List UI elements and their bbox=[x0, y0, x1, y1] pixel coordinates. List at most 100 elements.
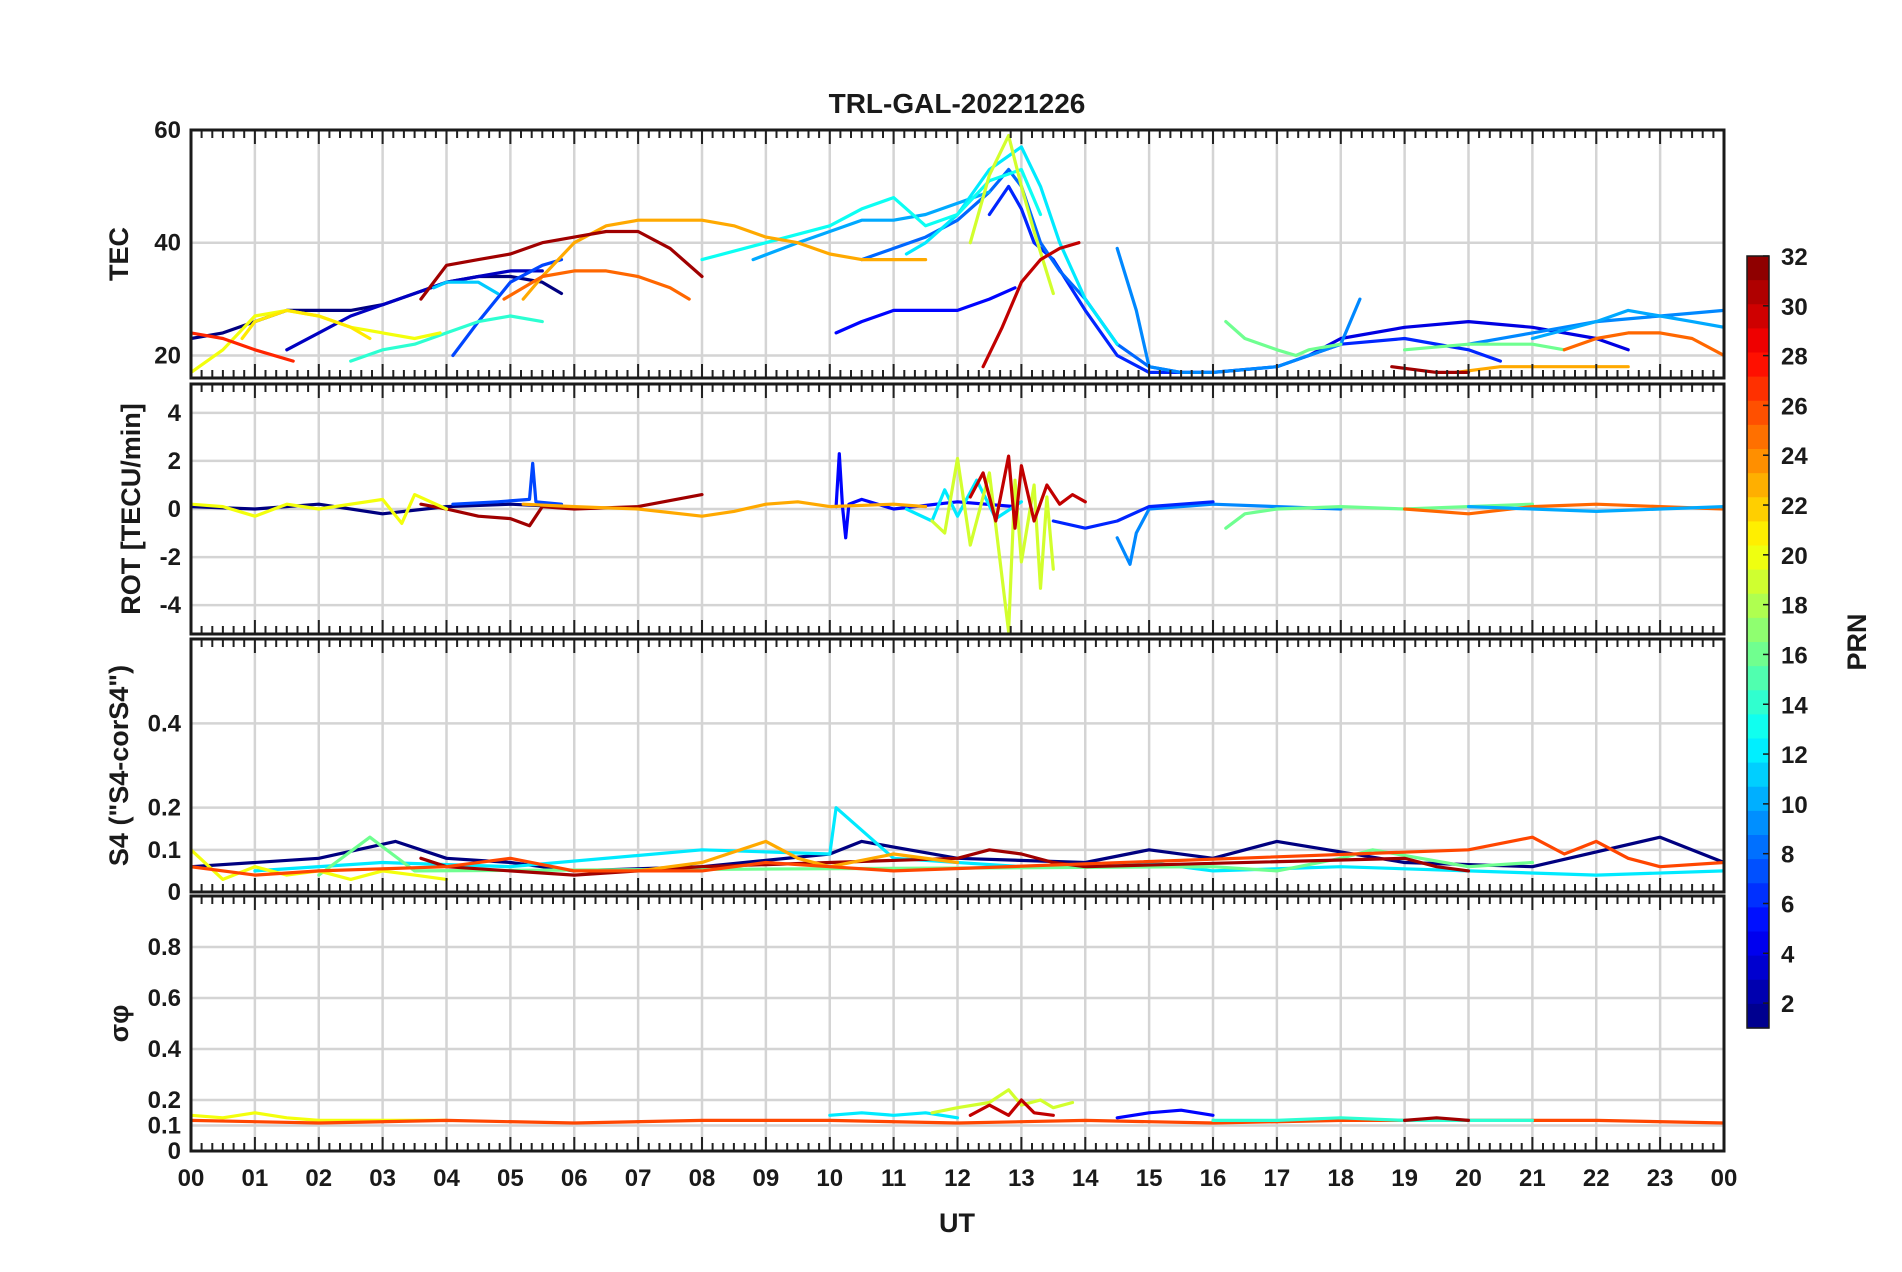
x-tick-label: 01 bbox=[242, 1165, 269, 1192]
panel-frame bbox=[189, 128, 1726, 380]
y-tick-label: 0.8 bbox=[148, 934, 181, 961]
x-tick-label: 22 bbox=[1583, 1165, 1610, 1192]
colorbar-step bbox=[1747, 304, 1769, 329]
x-tick-label: 04 bbox=[433, 1165, 460, 1192]
panel-tec: 20 40 60 TEC bbox=[104, 117, 1726, 380]
series-line-prn-31 bbox=[419, 848, 1471, 877]
x-tick-label: 10 bbox=[816, 1165, 843, 1192]
series-line-prn-25 bbox=[1562, 331, 1724, 358]
colorbar-step bbox=[1747, 497, 1769, 522]
series-line-prn-31 bbox=[419, 229, 704, 301]
colorbar-tick-label: 24 bbox=[1781, 443, 1808, 470]
colorbar-tick-label: 10 bbox=[1781, 792, 1808, 819]
series-line-prn-25 bbox=[502, 269, 691, 301]
colorbar-label: PRN bbox=[1842, 613, 1872, 670]
panel-frame bbox=[189, 894, 1726, 1153]
x-tick-label: 19 bbox=[1391, 1165, 1418, 1192]
panel-rot: -4 -2 0 2 4 ROT [TECU/min] bbox=[116, 382, 1726, 636]
x-tick-label: 07 bbox=[625, 1165, 652, 1192]
panel-frame bbox=[189, 382, 1726, 636]
series-line-prn-19 bbox=[968, 134, 1055, 296]
colorbar-step bbox=[1747, 569, 1769, 595]
colorbar-step bbox=[1747, 449, 1769, 474]
y-tick-label: -4 bbox=[160, 592, 182, 619]
colorbar-tick-label: 6 bbox=[1781, 891, 1794, 918]
colorbar-step bbox=[1747, 762, 1769, 788]
x-axis-label: UT bbox=[939, 1208, 975, 1238]
x-tick-label: 20 bbox=[1455, 1165, 1482, 1192]
x-tick-label: 06 bbox=[561, 1165, 588, 1192]
y-tick-label: 4 bbox=[168, 400, 182, 427]
colorbar-step bbox=[1747, 376, 1769, 402]
x-tick-labels: 00 01 02 03 04 05 06 07 08 09 10 11 12 13 14 15 16 17 18 19… bbox=[178, 1165, 1738, 1192]
series-line-prn-19 bbox=[930, 456, 1055, 634]
series-line-prn-20 bbox=[191, 493, 449, 526]
y-tick-label: 40 bbox=[154, 230, 181, 257]
series-line-prn-30 bbox=[968, 454, 1087, 530]
colorbar-step bbox=[1747, 955, 1769, 981]
x-tick-label: 05 bbox=[497, 1165, 524, 1192]
colorbar-step bbox=[1747, 352, 1769, 378]
colorbar-step bbox=[1747, 979, 1769, 1005]
series-line-prn-7 bbox=[451, 258, 564, 358]
colorbar-step bbox=[1747, 400, 1769, 426]
panel-s4: 0 0.1 0.2 0.4 S4 ("S4-corS4") bbox=[104, 637, 1726, 906]
x-tick-label: 21 bbox=[1519, 1165, 1546, 1192]
colorbar-tick-label: 12 bbox=[1781, 742, 1808, 769]
colorbar-step bbox=[1747, 690, 1769, 715]
colorbar-step bbox=[1747, 521, 1769, 547]
series-line-prn-6 bbox=[987, 184, 1503, 374]
x-tick-label: 15 bbox=[1136, 1165, 1163, 1192]
x-tick-label: 03 bbox=[369, 1165, 396, 1192]
y-tick-label: 0.4 bbox=[148, 710, 182, 737]
series-line-prn-23 bbox=[521, 218, 928, 301]
colorbar-tick-label: 32 bbox=[1781, 244, 1808, 271]
colorbar-step bbox=[1747, 593, 1769, 619]
series-line-prn-10 bbox=[751, 190, 992, 262]
colorbar-step bbox=[1747, 786, 1769, 812]
series-line-prn-23 bbox=[636, 839, 960, 873]
y-tick-label: 0.1 bbox=[148, 837, 181, 864]
x-tick-label: 14 bbox=[1072, 1165, 1099, 1192]
colorbar-step bbox=[1747, 883, 1769, 908]
colorbar-tick-label: 8 bbox=[1781, 842, 1794, 869]
series-line-prn-7 bbox=[451, 461, 564, 506]
series-line-prn-10 bbox=[1466, 505, 1724, 513]
series-line-prn-14 bbox=[349, 314, 544, 363]
colorbar-tick-label: 2 bbox=[1781, 991, 1794, 1018]
colorbar-step bbox=[1747, 666, 1769, 691]
series-line-prn-5 bbox=[1115, 1108, 1215, 1120]
colorbar-step bbox=[1747, 859, 1769, 884]
y-tick-label: 0.1 bbox=[148, 1113, 181, 1140]
series-line-prn-1 bbox=[191, 502, 564, 516]
x-tick-label: 09 bbox=[753, 1165, 780, 1192]
series-line-prn-31 bbox=[1402, 1116, 1471, 1123]
colorbar-step bbox=[1747, 1003, 1769, 1029]
x-tick-label: 12 bbox=[944, 1165, 971, 1192]
colorbar-tick-label: 14 bbox=[1781, 692, 1808, 719]
series-line-prn-27 bbox=[191, 331, 295, 363]
y-tick-label: -2 bbox=[160, 544, 181, 571]
colorbar-step bbox=[1747, 907, 1769, 933]
series-line-prn-3 bbox=[285, 269, 544, 352]
colorbar-step bbox=[1747, 328, 1769, 354]
series-line-prn-12 bbox=[828, 1111, 960, 1120]
x-tick-label: 00 bbox=[1711, 1165, 1738, 1192]
series-group bbox=[191, 1088, 1724, 1125]
y-tick-label: 0 bbox=[168, 879, 181, 906]
y-tick-label: 0 bbox=[168, 496, 181, 523]
series-line-prn-26 bbox=[191, 835, 1724, 877]
series-line-prn-9 bbox=[1115, 246, 1362, 374]
y-tick-label: 2 bbox=[168, 448, 181, 475]
colorbar-step bbox=[1747, 642, 1769, 667]
colorbar-step bbox=[1747, 738, 1769, 764]
y-tick-label: 20 bbox=[154, 342, 181, 369]
x-tick-label: 18 bbox=[1327, 1165, 1354, 1192]
x-tick-label: 17 bbox=[1264, 1165, 1291, 1192]
series-line-prn-9 bbox=[1115, 502, 1343, 566]
x-tick-label: 13 bbox=[1008, 1165, 1035, 1192]
colorbar-step bbox=[1747, 810, 1769, 836]
